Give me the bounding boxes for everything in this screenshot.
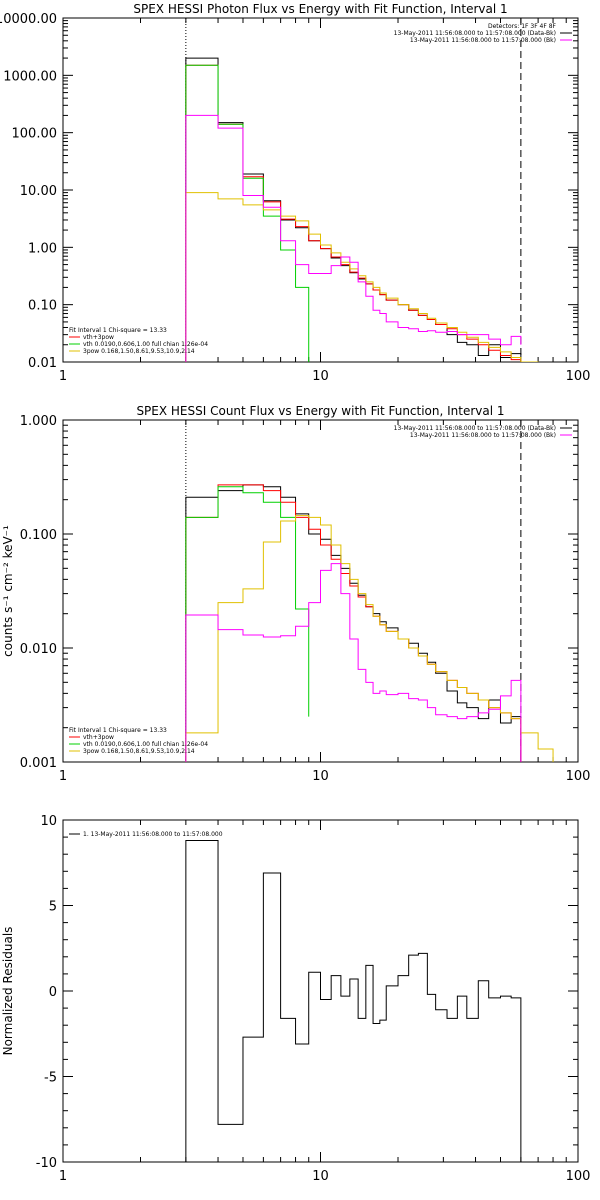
series-1-step-line	[185, 64, 522, 362]
series-0-step-line	[185, 484, 522, 762]
y-tick-label: 0.100	[20, 528, 57, 543]
photon-flux-panel: SPEX HESSI Photon Flux vs Energy with Fi…	[0, 2, 590, 384]
plot-frame	[62, 17, 579, 363]
series-3-step-line	[185, 515, 554, 762]
series-0-step-line	[185, 57, 522, 362]
series-2-step-line	[185, 64, 310, 362]
series-2-step-line	[185, 486, 310, 762]
legend-left-entry: vth+3pow	[83, 334, 114, 341]
legend-right-entry: 13-May-2011 11:56:08.000 to 11:57:08.000…	[410, 432, 556, 439]
legend-left-entry: vth+3pow	[83, 734, 114, 741]
series-0-step-line	[185, 840, 522, 1162]
x-tick-label: 10	[312, 769, 329, 784]
legend-left-entry: Fit Interval 1 Chi-square = 13.33	[69, 327, 167, 334]
chart-title: SPEX HESSI Photon Flux vs Energy with Fi…	[133, 2, 507, 16]
series-4-step-line	[185, 563, 522, 762]
y-tick-label: 0.01	[28, 356, 57, 371]
y-tick-label: 0.10	[28, 299, 57, 314]
y-tick-label: 1.000	[20, 414, 57, 429]
x-tick-label: 100	[566, 769, 591, 784]
y-tick-label: 1.00	[28, 241, 57, 256]
y-tick-label: 10	[40, 814, 57, 829]
series-3-step-line	[185, 192, 539, 362]
y-tick-label: 5	[49, 900, 57, 915]
residuals-panel: Normalized Residuals 1 10 100 -10 -5 0 5 10 1. 13…	[1, 814, 590, 1184]
legend-left-entry: vth 0.0190,0.606,1.00 full chian 1.26e-0…	[83, 341, 208, 348]
y-tick-label: 100.00	[12, 127, 58, 142]
legend-right-entry: 13-May-2011 11:56:08.000 to 11:57:08.000…	[410, 37, 556, 44]
y-tick-label: 0.010	[20, 642, 57, 657]
y-tick-label: -10	[36, 1156, 57, 1171]
x-tick-label: 1	[59, 1169, 67, 1184]
y-tick-label: -5	[44, 1071, 57, 1086]
legend-left-entry: 3pow 0.168,1.50,8.61,9.53,10.9,2.14	[83, 348, 195, 355]
legend-left-entry: vth 0.0190,0.606,1.00 full chian 1.26e-0…	[83, 741, 208, 748]
x-tick-label: 100	[566, 369, 591, 384]
legend-right-entry: 13-May-2011 11:56:08.000 to 11:57:08.000…	[394, 425, 556, 432]
legend-left-entry: 1. 13-May-2011 11:56:08.000 to 11:57:08.…	[83, 831, 223, 838]
y-tick-label: 0	[49, 985, 57, 1000]
legend-left-entry: Fit Interval 1 Chi-square = 13.33	[69, 727, 167, 734]
series-4-step-line	[185, 114, 522, 362]
y-axis-label: counts s⁻¹ cm⁻² keV⁻¹	[1, 525, 15, 657]
x-tick-label: 1	[59, 769, 67, 784]
y-tick-label: 10.00	[20, 184, 57, 199]
y-tick-label: 10000.00	[0, 12, 57, 27]
y-tick-label: 1000.00	[3, 69, 57, 84]
count-flux-panel: SPEX HESSI Count Flux vs Energy with Fit…	[1, 404, 590, 784]
x-tick-label: 100	[566, 1169, 591, 1184]
x-tick-label: 10	[312, 369, 329, 384]
x-tick-label: 10	[312, 1169, 329, 1184]
chart-title: SPEX HESSI Count Flux vs Energy with Fit…	[136, 404, 504, 418]
series-1-step-line	[185, 484, 522, 762]
legend-right-entry: 13-May-2011 11:56:08.000 to 11:57:08.000…	[394, 30, 556, 37]
x-tick-label: 1	[59, 369, 67, 384]
y-tick-label: 0.001	[20, 756, 57, 771]
legend-right-entry: Detectors: 1F 3F 4F 8F	[488, 23, 557, 30]
legend-left-entry: 3pow 0.168,1.50,8.61,9.53,10.9,2.14	[83, 748, 195, 755]
y-axis-label: Normalized Residuals	[1, 927, 15, 1056]
